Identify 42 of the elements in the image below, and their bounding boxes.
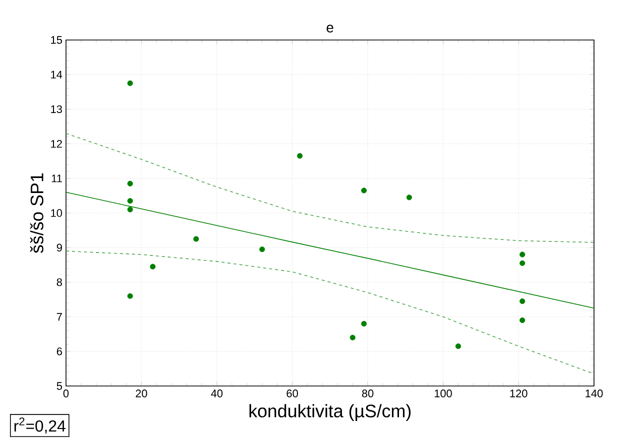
point — [361, 320, 367, 327]
x-tick-label: 100 — [434, 390, 452, 398]
point — [127, 198, 133, 204]
x-tick-label: 80 — [362, 390, 374, 398]
y-tick-label: 7 — [56, 313, 62, 321]
point — [406, 194, 412, 200]
y-tick-label: 11 — [52, 174, 62, 182]
chart-title: e — [326, 24, 334, 32]
x-tick-label: 40 — [210, 390, 223, 398]
point — [127, 293, 133, 299]
x-tick-label: 140 — [586, 390, 603, 398]
point — [127, 180, 133, 186]
x-tick-label: 120 — [510, 390, 528, 398]
x-tick-label: 0 — [63, 390, 69, 398]
y-tick-label: 9 — [56, 244, 62, 252]
y-tick-label: 5 — [56, 382, 62, 390]
point — [350, 334, 356, 340]
x-tick-label: 60 — [286, 390, 298, 398]
point — [520, 317, 526, 324]
line-series — [66, 133, 594, 243]
point — [193, 236, 199, 242]
y-tick-label: 13 — [51, 105, 62, 114]
point — [297, 153, 303, 159]
y-tick-label: 10 — [51, 209, 62, 217]
point — [520, 298, 526, 304]
y-tick-label: 8 — [56, 278, 62, 286]
y-tick-label: 15 — [51, 36, 62, 44]
point — [127, 206, 133, 212]
point — [127, 80, 133, 86]
point — [361, 188, 367, 194]
y-tick-label: 12 — [51, 140, 62, 148]
point — [150, 264, 156, 270]
y-axis-title: šš/šo SP1 — [30, 173, 44, 254]
x-tick-label: 20 — [136, 390, 148, 398]
point — [455, 343, 462, 350]
y-tick-label: 6 — [56, 348, 62, 356]
point — [520, 260, 526, 266]
point — [259, 246, 265, 252]
text: r$^{2}$=0,24 — [14, 417, 66, 434]
point — [520, 252, 526, 258]
x-axis-title: konduktivita (µS/cm) — [250, 404, 411, 421]
y-tick-label: 14 — [51, 70, 62, 78]
